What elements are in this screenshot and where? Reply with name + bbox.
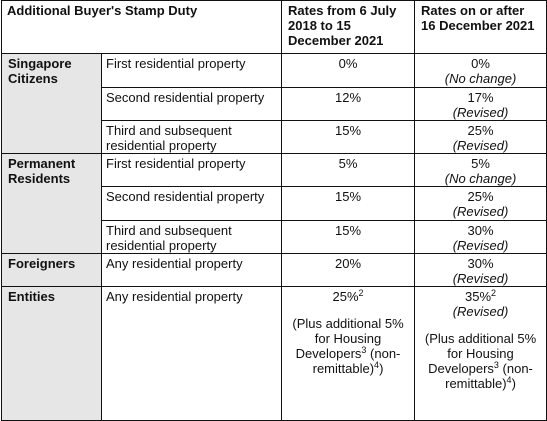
rate-new-value: 25% <box>467 123 494 138</box>
property-cell: Any residential property <box>100 253 283 287</box>
rate-old-cell: 15% <box>281 186 416 221</box>
footnote-ref: 3 <box>493 360 499 370</box>
rate-new-value: 35% <box>464 289 492 304</box>
header-duty: Additional Buyer's Stamp Duty <box>0 0 283 54</box>
table-header-row: Additional Buyer's Stamp Duty Rates from… <box>0 0 547 54</box>
rate-new-value: 25% <box>467 189 494 204</box>
footnote-ref: 2 <box>491 288 497 298</box>
table-row: Third and subsequent residential propert… <box>2 120 547 154</box>
rate-new-value: 5% <box>471 156 490 171</box>
rate-new-value: 17% <box>467 90 494 105</box>
change-note: (Revised) <box>452 204 509 219</box>
rate-new-cell: 0% (No change) <box>414 53 547 88</box>
footnote-ref: 4 <box>506 375 512 385</box>
rate-old-cell: 25%2 (Plus additional 5% for Housing Dev… <box>281 286 416 421</box>
table-row: Third and subsequent residential propert… <box>2 220 547 254</box>
change-note: (Revised) <box>452 304 509 319</box>
rate-new-cell: 30% (Revised) <box>414 220 547 254</box>
rate-old-cell: 0% <box>281 53 416 88</box>
category-foreigners: Foreigners <box>1 253 102 287</box>
category-entities: Entities <box>1 286 102 421</box>
rate-old-cell: 15% <box>281 120 416 154</box>
property-cell: First residential property <box>100 153 283 187</box>
housing-developer-note: (Plus additional 5% for Housing Develope… <box>292 316 404 376</box>
rate-old-cell: 5% <box>281 153 416 187</box>
rate-new-value: 30% <box>467 256 494 271</box>
rate-old-cell: 12% <box>281 87 416 121</box>
property-cell: First residential property <box>100 53 283 88</box>
property-cell: Third and subsequent residential propert… <box>100 220 283 254</box>
property-cell: Second residential property <box>100 186 283 221</box>
table-row: Singapore Citizens First residential pro… <box>1 53 547 154</box>
rate-old-cell: 20% <box>281 253 416 287</box>
rate-new-cell: 25% (Revised) <box>414 186 547 221</box>
property-cell: Second residential property <box>100 87 283 121</box>
footnote-ref: 2 <box>358 288 364 298</box>
rate-new-value: 0% <box>471 56 490 71</box>
property-cell: Third and subsequent residential propert… <box>100 120 283 154</box>
header-rate-old: Rates from 6 July 2018 to 15 December 20… <box>281 0 416 54</box>
rate-new-cell: 5% (No change) <box>414 153 547 187</box>
change-note: (Revised) <box>452 271 509 286</box>
footnote-ref: 3 <box>361 345 367 355</box>
footnote-ref: 4 <box>374 360 380 370</box>
table-row: Second residential property 12% 17% (Revi… <box>2 87 547 121</box>
change-note: (Revised) <box>452 138 509 153</box>
header-rate-new: Rates on or after 16 December 2021 <box>414 0 547 54</box>
change-note: (Revised) <box>452 238 509 253</box>
category-permanent-residents: Permanent Residents <box>1 153 102 254</box>
rate-new-cell: 25% (Revised) <box>414 120 547 154</box>
change-note: (No change) <box>444 171 517 186</box>
table-row: Second residential property 15% 25% (Revi… <box>2 186 547 221</box>
table-row: Foreigners Any residential property 20% … <box>1 253 547 287</box>
table-row: Entities Any residential property 25%2 (… <box>1 286 547 421</box>
housing-developer-note: (Plus additional 5% for Housing Develope… <box>424 331 537 391</box>
rate-new-cell: 30% (Revised) <box>414 253 547 287</box>
change-note: (No change) <box>444 71 517 86</box>
property-cell: Any residential property <box>100 286 283 421</box>
rate-new-cell: 35%2 (Revised) (Plus additional 5% for H… <box>414 286 547 421</box>
category-singapore-citizens: Singapore Citizens <box>1 53 102 154</box>
rate-old-cell: 15% <box>281 220 416 254</box>
rate-new-cell: 17% (Revised) <box>414 87 547 121</box>
table-row: Permanent Residents First residential pr… <box>1 153 547 254</box>
rate-old-value: 25% <box>332 289 359 304</box>
change-note: (Revised) <box>452 105 509 120</box>
rate-new-value: 30% <box>467 223 494 238</box>
